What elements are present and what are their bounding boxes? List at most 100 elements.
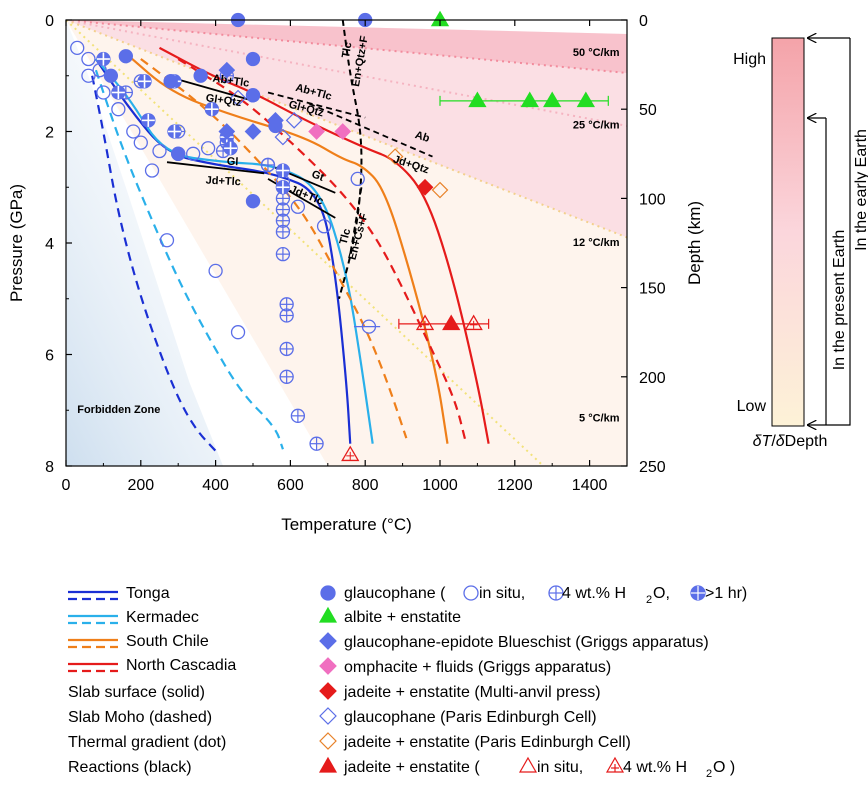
data-markers bbox=[70, 10, 609, 462]
glaucophane-marker bbox=[245, 88, 261, 103]
glaucophane-insitu-marker bbox=[159, 233, 175, 248]
axes: 0 200 400 600 800 1000 1200 1400024680501001502… bbox=[7, 13, 704, 534]
y-right-tick-label: 50 bbox=[639, 102, 657, 119]
cool-gradient-band bbox=[66, 20, 627, 466]
colorbar bbox=[771, 37, 805, 427]
albite-marker bbox=[576, 91, 595, 108]
omphacite-marker bbox=[334, 123, 352, 140]
y-right-tick-label: 100 bbox=[639, 191, 666, 208]
glaucophane-insitu-marker bbox=[70, 40, 85, 56]
reaction-label: Gl bbox=[226, 156, 238, 169]
albite-marker bbox=[520, 91, 539, 108]
glaucophane-marker bbox=[118, 49, 133, 64]
blueschist-marker bbox=[267, 112, 284, 129]
glaucophane-insitu-marker bbox=[290, 199, 306, 214]
gradient-label: 25 °C/km bbox=[573, 120, 620, 132]
slab-surface-line bbox=[158, 46, 490, 444]
x-tick-label: 600 bbox=[277, 477, 304, 494]
y-right-tick-label: 250 bbox=[639, 459, 666, 476]
thermal-gradient-line bbox=[66, 20, 545, 466]
reaction-label: Jd+Tlc bbox=[205, 175, 241, 189]
y-right-tick-label: 0 bbox=[639, 13, 648, 30]
x-axis-label: Temperature (°C) bbox=[281, 515, 412, 534]
reaction-line bbox=[174, 77, 254, 102]
colorbar-axis-label: δT/δDepth bbox=[753, 433, 828, 450]
thermal-gradient-line bbox=[66, 20, 627, 127]
slab-moho-line bbox=[140, 58, 408, 439]
colorbar-top-label: High bbox=[733, 51, 766, 68]
reaction-label: Ab bbox=[413, 129, 431, 145]
x-tick-label: 200 bbox=[127, 477, 154, 494]
albite-marker bbox=[543, 91, 562, 108]
gradient-label: 12 °C/km bbox=[573, 237, 620, 249]
omphacite-marker bbox=[308, 123, 325, 140]
glaucophane-marker bbox=[163, 74, 178, 89]
jadeite-map-marker bbox=[416, 178, 434, 196]
glaucophane-insitu-marker bbox=[144, 163, 160, 178]
present-earth-label: In the present Earth bbox=[831, 230, 848, 371]
reaction-label: Gl+Qtz bbox=[205, 92, 243, 109]
reaction-line bbox=[267, 91, 366, 119]
reaction-label: Tlc bbox=[338, 227, 354, 245]
albite-marker bbox=[468, 91, 487, 108]
reaction-line bbox=[166, 161, 265, 175]
slab-moho-line bbox=[177, 58, 468, 444]
glaucophane-insitu-marker bbox=[126, 124, 141, 139]
glaucophane-insitu-marker bbox=[208, 263, 223, 279]
blueschist-marker bbox=[244, 123, 262, 140]
x-tick-label: 1200 bbox=[497, 477, 533, 494]
slab-moho-line bbox=[91, 75, 221, 456]
y-tick-label: 4 bbox=[45, 236, 54, 253]
y-tick-label: 0 bbox=[45, 13, 54, 30]
jadeite-pec-marker bbox=[431, 181, 449, 199]
glaucophane-insitu-marker bbox=[186, 146, 201, 161]
gradient-label: 5 °C/km bbox=[579, 412, 620, 424]
slab-surface-line bbox=[95, 58, 352, 444]
glaucophane-insitu-marker bbox=[81, 51, 96, 67]
blueschist-marker bbox=[218, 123, 236, 140]
jadeite-pec-marker bbox=[386, 148, 404, 165]
reaction-line bbox=[308, 102, 433, 158]
gradient-label: 50 °C/km bbox=[573, 47, 620, 59]
early-earth-label: In the early Earth bbox=[853, 129, 868, 251]
glaucophane-marker bbox=[171, 146, 186, 161]
slab-moho-line bbox=[94, 69, 284, 450]
glaucophane-pec-marker bbox=[229, 89, 247, 107]
glaucophane-pec-marker bbox=[274, 128, 292, 146]
glaucophane-insitu-marker bbox=[81, 68, 96, 83]
y-tick-label: 8 bbox=[45, 459, 54, 476]
early-earth-arrow bbox=[808, 38, 851, 425]
y-axis-label-right: Depth (km) bbox=[685, 201, 704, 285]
y-right-tick-label: 200 bbox=[639, 370, 666, 387]
jadeite-insitu-marker bbox=[341, 445, 360, 462]
reaction-line bbox=[349, 187, 363, 255]
glaucophane-insitu-marker bbox=[350, 171, 365, 187]
glaucophane-insitu-marker bbox=[111, 102, 126, 117]
forbidden-zone-label: Forbidden Zone bbox=[77, 404, 160, 416]
x-tick-label: 1400 bbox=[572, 477, 608, 494]
glaucophane-insitu-marker bbox=[96, 85, 111, 100]
jadeite-insitu-marker bbox=[415, 314, 435, 331]
x-tick-label: 400 bbox=[202, 477, 229, 494]
very-hot-gradient-band bbox=[66, 20, 627, 73]
slab-series-lines bbox=[91, 46, 490, 456]
blueschist-marker bbox=[218, 61, 236, 79]
glaucophane-marker bbox=[193, 68, 208, 83]
glaucophane-pec-marker bbox=[285, 112, 303, 129]
y-tick-label: 6 bbox=[45, 348, 54, 365]
glaucophane-insitu-marker bbox=[316, 219, 332, 234]
glaucophane-insitu-marker bbox=[230, 325, 246, 340]
forbidden-zone bbox=[66, 20, 224, 466]
thermal-gradient-line bbox=[66, 20, 627, 74]
slab-surface-line bbox=[125, 52, 449, 444]
colorbar-bottom-label: Low bbox=[737, 398, 767, 415]
glaucophane-marker bbox=[245, 194, 261, 209]
reaction-label: Ab+Tlc bbox=[212, 73, 250, 90]
glaucophane-insitu-marker bbox=[152, 143, 167, 159]
reaction-label: Gt bbox=[310, 168, 326, 184]
y-tick-label: 2 bbox=[45, 125, 54, 142]
jadeite-filled-marker bbox=[442, 314, 461, 331]
x-tick-label: 800 bbox=[352, 477, 379, 494]
glaucophane-insitu-marker bbox=[133, 135, 148, 150]
